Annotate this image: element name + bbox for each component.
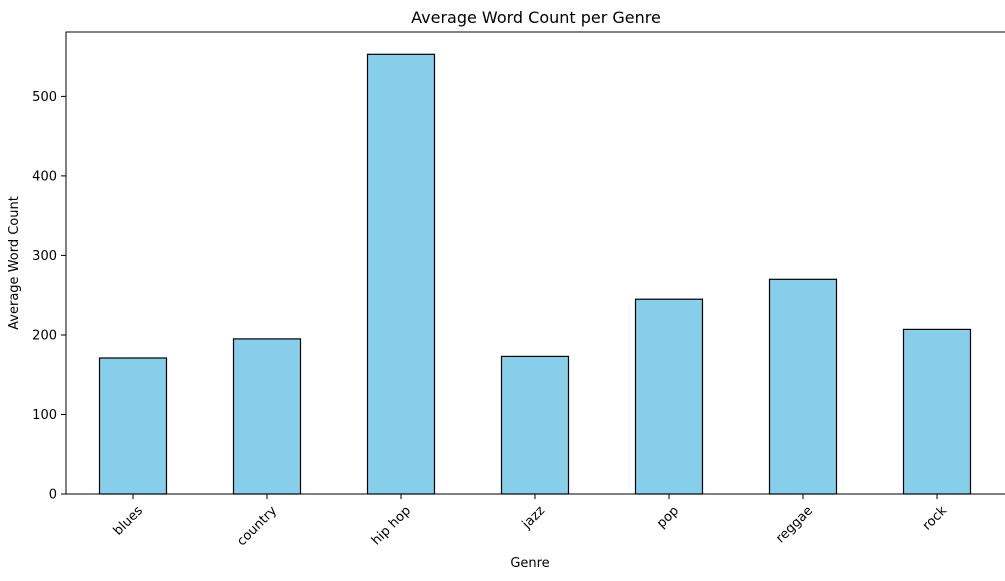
y-tick-label: 400	[32, 169, 57, 184]
bar-jazz	[500, 355, 570, 495]
y-tick-label: 100	[32, 408, 57, 423]
bar-hip-hop	[366, 53, 436, 495]
y-tick-label: 500	[32, 90, 57, 105]
bar-country	[232, 338, 302, 495]
y-tick-label: 0	[49, 488, 57, 503]
y-axis-ticks: 0 100 200 300 400 500	[32, 90, 66, 503]
y-tick-label: 300	[32, 249, 57, 264]
x-axis-ticks: blues country hip hop jazz pop reggae rock	[111, 494, 951, 549]
x-tick-label: hip hop	[369, 503, 414, 548]
bars-group	[98, 53, 972, 495]
x-tick-label: jazz	[519, 503, 548, 532]
y-axis-label: Average Word Count	[7, 196, 22, 330]
chart-title: Average Word Count per Genre	[411, 8, 661, 27]
plot-frame	[65, 31, 1005, 495]
bar-reggae	[768, 278, 838, 495]
x-tick-label: reggae	[773, 503, 816, 546]
x-tick-label: country	[234, 503, 280, 549]
bar-pop	[634, 298, 704, 495]
bar-blues	[98, 357, 168, 495]
x-tick-label: pop	[654, 503, 682, 531]
x-tick-label: blues	[111, 503, 146, 538]
y-tick-label: 200	[32, 329, 57, 344]
bar-rock	[902, 328, 972, 495]
x-axis-label: Genre	[510, 556, 549, 571]
x-tick-label: rock	[920, 503, 951, 534]
